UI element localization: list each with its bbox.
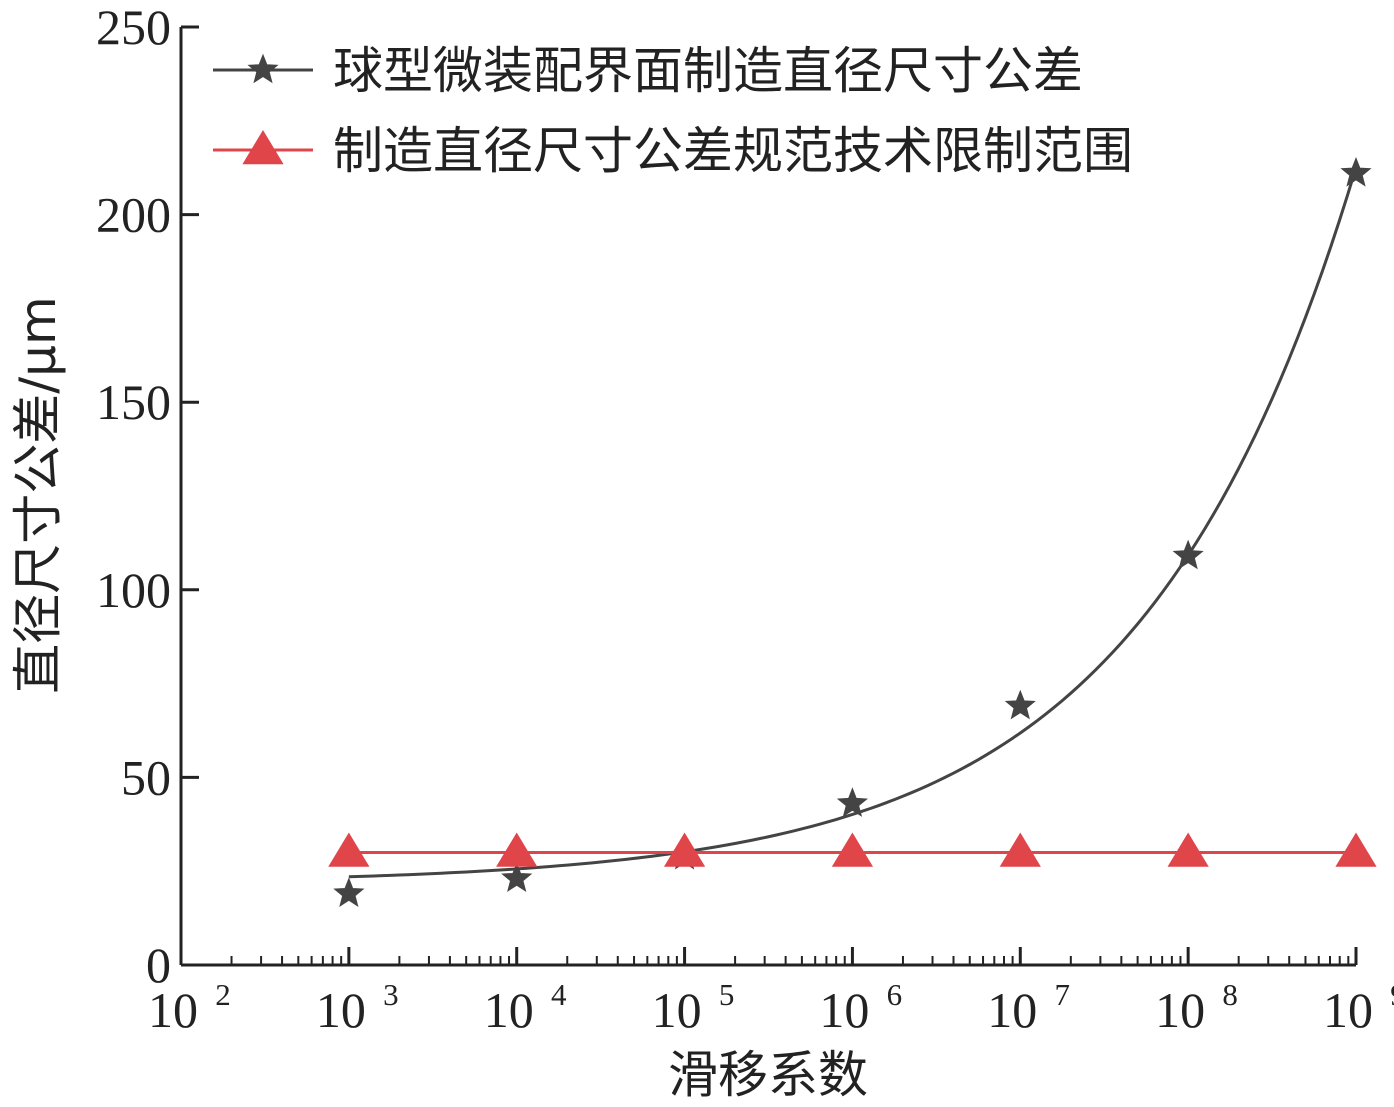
y-tick-label: 150 bbox=[96, 374, 171, 430]
y-tick-label: 50 bbox=[121, 749, 171, 805]
legend-label: 球型微装配界面制造直径尺寸公差 bbox=[333, 42, 1083, 100]
data-point-star bbox=[1004, 689, 1036, 720]
x-tick-label: 10 bbox=[819, 982, 869, 1038]
x-tick-label: 10 bbox=[1155, 982, 1205, 1038]
x-tick-label: 10 bbox=[484, 982, 534, 1038]
x-tick-label: 10 bbox=[148, 982, 198, 1038]
x-tick-label: 10 bbox=[1323, 982, 1373, 1038]
x-tick-exponent: 4 bbox=[551, 977, 567, 1012]
data-point-triangle bbox=[328, 832, 370, 867]
legend-marker bbox=[247, 53, 279, 84]
data-point-triangle bbox=[831, 832, 874, 867]
series-layer bbox=[328, 156, 1377, 907]
data-point-star bbox=[1340, 156, 1372, 187]
data-point-star bbox=[333, 877, 365, 907]
x-tick-exponent: 3 bbox=[383, 977, 399, 1012]
x-tick-exponent: 9 bbox=[1390, 977, 1394, 1012]
legend-marker bbox=[242, 130, 284, 165]
data-point-star bbox=[1172, 539, 1204, 570]
x-tick-exponent: 2 bbox=[215, 977, 231, 1012]
y-axis-title: 直径尺寸公差/μm bbox=[9, 296, 67, 693]
data-point-triangle bbox=[1335, 832, 1377, 867]
y-tick-label: 250 bbox=[96, 0, 171, 55]
data-point-triangle bbox=[999, 832, 1041, 867]
x-tick-exponent: 7 bbox=[1055, 977, 1071, 1012]
y-tick-label: 100 bbox=[96, 562, 171, 618]
x-tick-label: 10 bbox=[652, 982, 702, 1038]
x-tick-exponent: 8 bbox=[1222, 977, 1238, 1012]
x-axis-title: 滑移系数 bbox=[668, 1046, 868, 1104]
data-point-star bbox=[836, 787, 868, 817]
x-tick-exponent: 5 bbox=[719, 977, 735, 1012]
legend-label: 制造直径尺寸公差规范技术限制范围 bbox=[333, 122, 1133, 180]
x-tick-exponent: 6 bbox=[887, 977, 903, 1012]
y-tick-label: 0 bbox=[146, 937, 171, 993]
y-tick-label: 200 bbox=[96, 187, 171, 243]
data-point-triangle bbox=[496, 832, 538, 867]
x-tick-label: 10 bbox=[316, 982, 366, 1038]
data-point-triangle bbox=[1167, 832, 1209, 867]
x-tick-label: 10 bbox=[987, 982, 1037, 1038]
data-point-star bbox=[501, 862, 533, 892]
axes-layer: 0 50 100 150 200 250 10 2 10 3 10 4 10 5 10 6 10 7 10 8 10 9 bbox=[96, 0, 1394, 1038]
series-line bbox=[348, 167, 1358, 879]
data-point-triangle bbox=[663, 832, 706, 867]
